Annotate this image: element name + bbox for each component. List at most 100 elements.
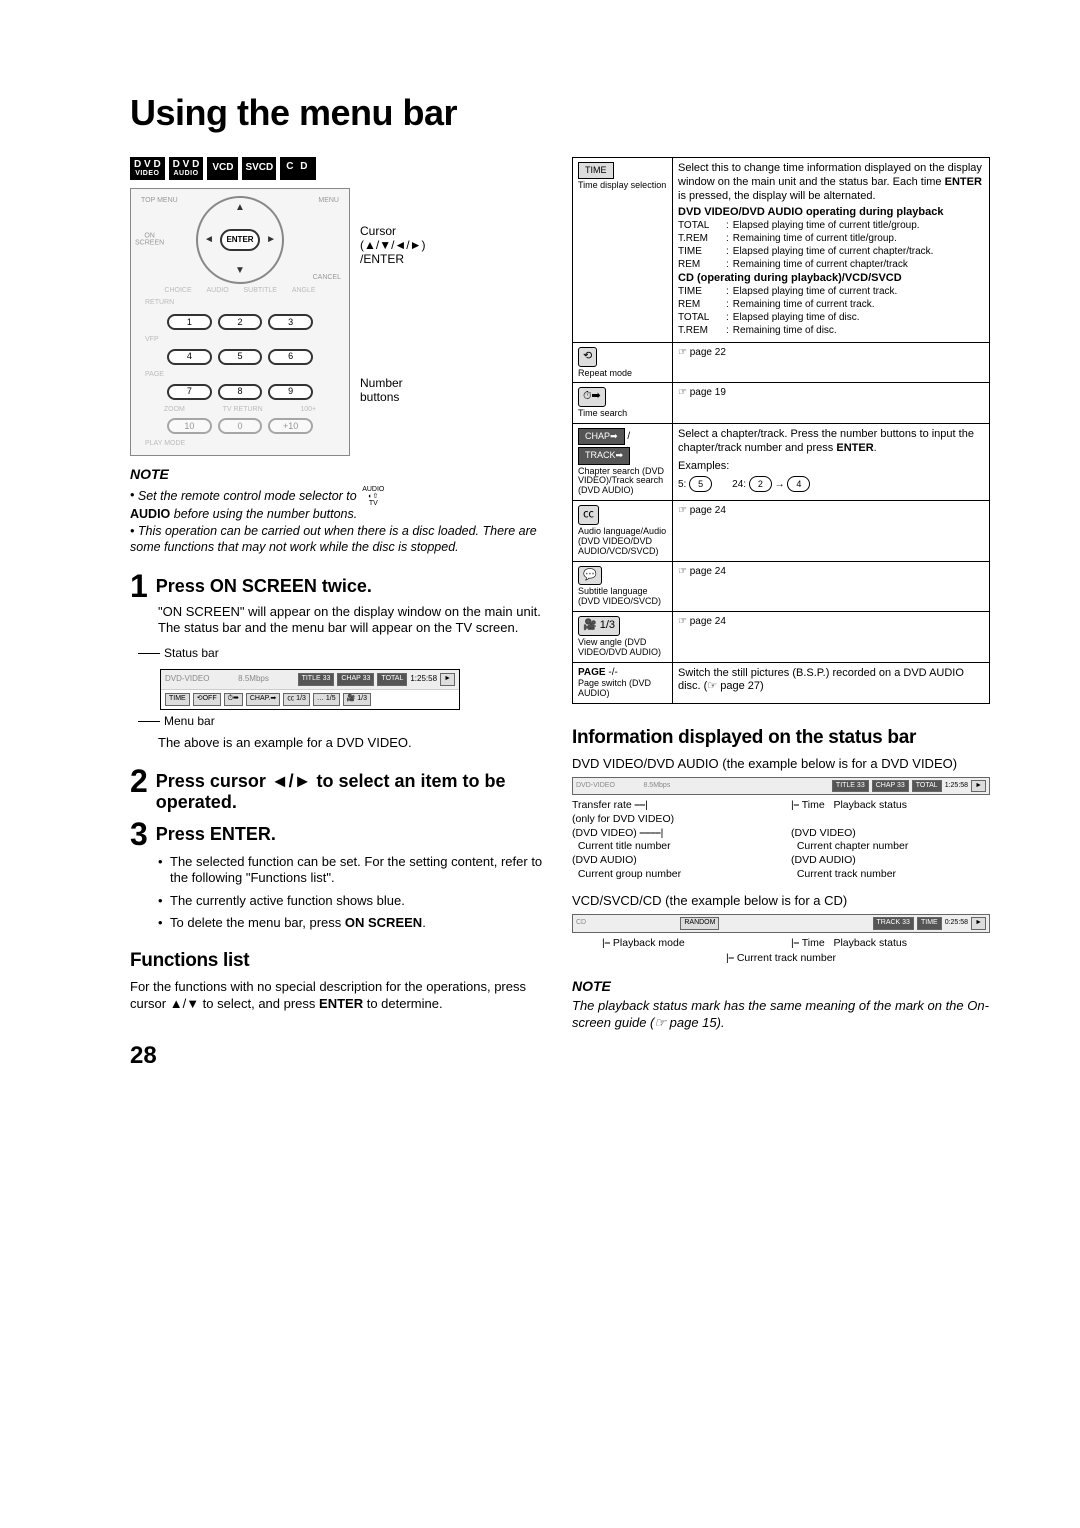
note-2: This operation can be carried out when t… [130, 524, 548, 555]
info-line2: VCD/SVCD/CD (the example below is for a … [572, 893, 990, 910]
si-chap: CHAP 33 [872, 780, 909, 793]
remote-vfp-row: VFP [137, 334, 343, 345]
functions-list-heading: Functions list [130, 949, 548, 973]
menu-bar-label: Menu bar [138, 714, 548, 729]
menu-row: TIME ⟲OFF ⏱➡ CHAP.➡ ㏄ 1/3 … 1/5 🎥 1/3 [161, 690, 459, 709]
c2a: (DVD VIDEO) [572, 827, 637, 839]
angle-icon: 🎥 1/3 [578, 616, 620, 636]
remote-menu-label: MENU [318, 197, 339, 206]
audio-icon: ㏄ [578, 505, 599, 525]
num-8: 8 [218, 384, 263, 400]
angle-body: ☞ page 24 [673, 612, 990, 663]
vfp-label: VFP [145, 336, 159, 345]
si-play-icon: ► [971, 780, 986, 793]
remote-zoom-row: ZOOM TV RETURN 100+ [137, 404, 343, 415]
c2d: Current group number [578, 868, 681, 880]
note-heading-2: NOTE [572, 978, 990, 996]
chip-dvdvideo: DVD-VIDEO [165, 674, 209, 684]
tvreturn-label: TV RETURN [223, 406, 263, 415]
c3b: Playback status [833, 799, 907, 811]
audio-body: ☞ page 24 [673, 501, 990, 561]
remote-onscreen-label: ON SCREEN [135, 232, 164, 247]
page-icon: PAGE [578, 667, 606, 678]
callout-num-2: buttons [360, 390, 399, 404]
num-0: 0 [218, 418, 263, 434]
status-illus-cd: CD RANDOM TRACK 33 TIME 0:25:58 ► [572, 914, 990, 933]
step-2: 2 Press cursor ◄/► to select an item to … [130, 765, 548, 812]
chip-timesearch-icon: ⏱➡ [224, 693, 243, 706]
timesearch-body: ☞ page 19 [673, 383, 990, 424]
remote-diagram: TOP MENU MENU ON SCREEN ▲ ▼ ◄ ► ENTER CA… [130, 188, 350, 457]
fi-3: to determine. [363, 996, 443, 1011]
note-heading-1: NOTE [130, 466, 548, 484]
num-6: 6 [268, 349, 313, 365]
number-grid-2: 4 5 6 [137, 345, 343, 369]
audio-label: AUDIO [207, 287, 229, 296]
note-1: Set the remote control mode selector to … [130, 486, 548, 523]
si-play2-icon: ► [971, 917, 986, 930]
subtitle-body: ☞ page 24 [673, 561, 990, 612]
c5a: Playback mode [613, 937, 685, 949]
note1-b: AUDIO [130, 507, 170, 521]
page-label: PAGE [145, 371, 164, 380]
note-list-1: Set the remote control mode selector to … [130, 486, 548, 556]
chap-body: Select a chapter/track. Press the number… [673, 424, 990, 501]
callout-cursor-3: /ENTER [360, 252, 404, 266]
ft-time-body: Select this to change time information d… [673, 158, 990, 343]
badge-dvd-video: D V DVIDEO [130, 157, 165, 180]
callout-num-1: Number [360, 376, 403, 390]
page-val: -/- [608, 667, 617, 678]
num-2: 2 [218, 314, 263, 330]
num-10: 10 [167, 418, 212, 434]
badge-dvd-audio: D V DAUDIO [169, 157, 204, 180]
chip-angle-icon: 🎥 1/3 [343, 693, 371, 706]
remote-return-row: RETURN [137, 297, 343, 310]
screen-label: SCREEN [135, 240, 164, 247]
step-1-num: 1 [130, 570, 148, 602]
arrow-up-icon: ▲ [235, 202, 245, 215]
dpad: ▲ ▼ ◄ ► ENTER [196, 196, 284, 284]
ft-row-chapsearch: CHAP➡ / TRACK➡ Chapter search (DVD VIDEO… [573, 424, 990, 501]
repeat-body: ☞ page 22 [673, 342, 990, 383]
chip-audio-icon: ㏄ 1/3 [283, 693, 310, 706]
number-grid-3: 7 8 9 [137, 380, 343, 404]
c2c: (DVD AUDIO) [572, 854, 637, 866]
callout-diagram-dvd: Transfer rate ⎯⎯| (only for DVD VIDEO) |… [572, 799, 990, 881]
chip-chapsearch-icon: CHAP.➡ [246, 693, 280, 706]
callout-diagram-cd: |⎯ Playback mode |⎯ Time Playback status… [572, 937, 990, 966]
chip-timebtn: TIME [165, 693, 190, 706]
timesearch-sub: Time search [578, 409, 667, 419]
step3-b1: The selected function can be set. For th… [158, 854, 548, 887]
mode-selector-icon: AUDIO◐⇧TV [362, 486, 384, 507]
chip-play-icon: ► [440, 673, 455, 686]
ft-row-page: PAGE -/- Page switch (DVD AUDIO) Switch … [573, 662, 990, 703]
time-defs-2: TIME:Elapsed playing time of current tra… [678, 286, 984, 337]
num-4: 4 [167, 349, 212, 365]
remote-topmenu-label: TOP MENU [141, 197, 178, 206]
two-column-layout: D V DVIDEO D V DAUDIO VCD SVCD C D TOP M… [130, 157, 990, 1071]
chip-total: TOTAL [377, 673, 407, 686]
num-9: 9 [268, 384, 313, 400]
info-line1: DVD VIDEO/DVD AUDIO (the example below i… [572, 756, 990, 773]
fi-2: ENTER [319, 996, 363, 1011]
subtitle-label: SUBTITLE [244, 287, 277, 296]
step-1: 1 Press ON SCREEN twice. [130, 570, 548, 602]
badge-cd: C D [280, 157, 315, 180]
c3b2: Playback status [833, 937, 907, 949]
right-column: TIME Time display selection Select this … [572, 157, 990, 1071]
step-2-title: Press cursor ◄/► to select an item to be… [156, 771, 548, 812]
c3a: Time [802, 799, 825, 811]
arrow-right-icon: ► [266, 233, 276, 246]
angle-sub: View angle (DVD VIDEO/DVD AUDIO) [578, 638, 667, 658]
si-random: RANDOM [680, 917, 719, 930]
remote-cancel-label: CANCEL [313, 274, 341, 283]
num-plus10: +10 [268, 418, 313, 434]
time-sub: Time display selection [578, 181, 667, 191]
c1b: (only for DVD VIDEO) [572, 813, 674, 825]
callout-cursor: Cursor (▲/▼/◄/►) /ENTER [360, 224, 426, 267]
subtitle-sub: Subtitle language (DVD VIDEO/SVCD) [578, 587, 667, 607]
illustration-caption: The above is an example for a DVD VIDEO. [158, 735, 548, 751]
si-cd: CD [576, 919, 586, 928]
ft1-b: ENTER [945, 176, 982, 188]
ft1-h1: DVD VIDEO/DVD AUDIO operating during pla… [678, 206, 943, 218]
